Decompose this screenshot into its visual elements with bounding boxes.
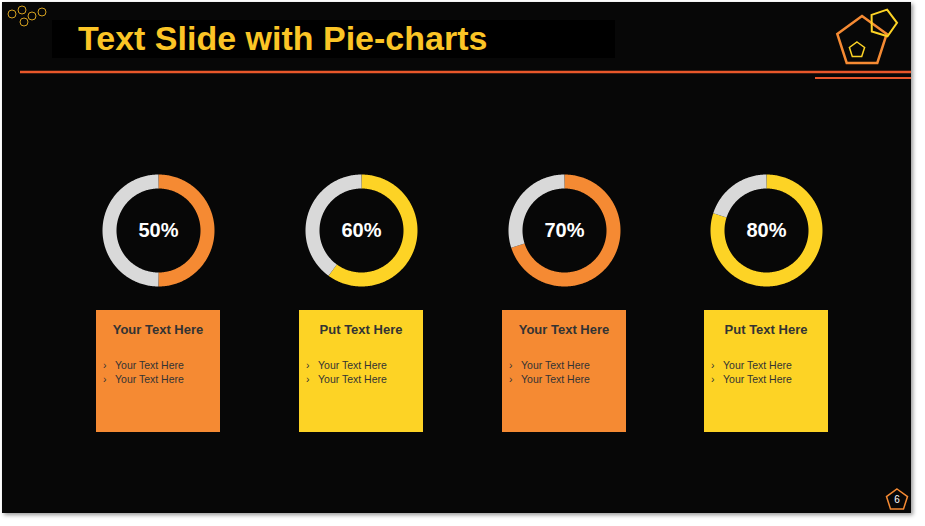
svg-text:70%: 70% [544, 219, 584, 241]
html-text:Your Text Here: Your Text Here [115, 373, 184, 385]
svg-text:50%: 50% [138, 219, 178, 241]
html-text:Text Slide with Pie-charts: Text Slide with Pie-charts [78, 19, 488, 57]
html-text:Put Text Here: Put Text Here [319, 322, 403, 337]
svg-text:60%: 60% [341, 219, 381, 241]
html-text:Your Text Here: Your Text Here [521, 359, 590, 371]
html-text:6: 6 [894, 494, 900, 505]
html-text:Your Text Here: Your Text Here [521, 373, 590, 385]
html-text:Your Text Here: Your Text Here [318, 373, 387, 385]
html-text:Your Text Here: Your Text Here [518, 322, 610, 337]
html-text:Your Text Here: Your Text Here [115, 359, 184, 371]
svg-text:80%: 80% [746, 219, 786, 241]
html-text:Your Text Here: Your Text Here [723, 373, 792, 385]
html-text:Your Text Here: Your Text Here [318, 359, 387, 371]
html-text:Put Text Here: Put Text Here [724, 322, 808, 337]
html-text:Your Text Here: Your Text Here [112, 322, 204, 337]
html-text:Your Text Here: Your Text Here [723, 359, 792, 371]
